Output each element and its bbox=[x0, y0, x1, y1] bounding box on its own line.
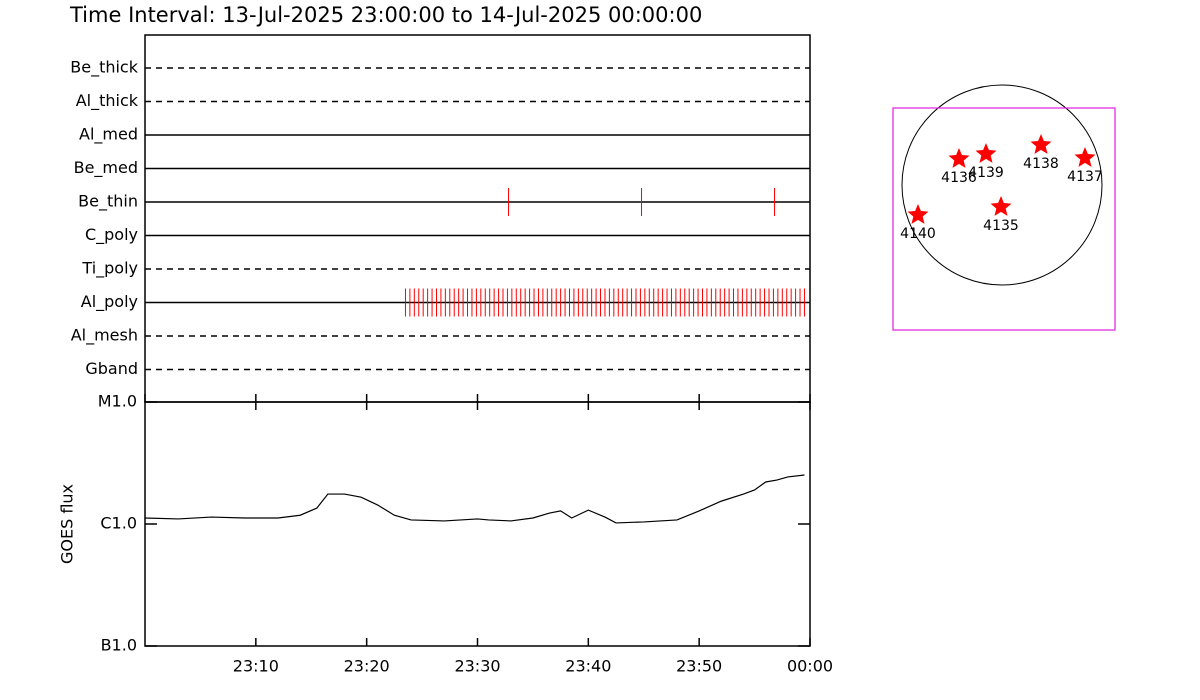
y-tick-label: C1.0 bbox=[100, 514, 137, 533]
x-tick-label: 23:50 bbox=[676, 657, 722, 676]
region-star bbox=[990, 196, 1012, 216]
row-label: Al_thick bbox=[76, 91, 139, 111]
region-label: 4137 bbox=[1067, 169, 1103, 185]
row-label: Al_mesh bbox=[71, 326, 138, 346]
y-tick-label: M1.0 bbox=[98, 392, 137, 411]
region-label: 4136 bbox=[941, 170, 977, 186]
row-label: Ti_poly bbox=[81, 259, 138, 279]
row-label: C_poly bbox=[85, 225, 138, 245]
region-star bbox=[1074, 147, 1096, 167]
row-label: Be_med bbox=[74, 158, 138, 178]
region-star bbox=[948, 148, 970, 168]
goes-curve bbox=[144, 474, 805, 524]
solar-disk bbox=[901, 84, 1103, 286]
x-tick-label: 23:40 bbox=[565, 657, 611, 676]
region-label: 4139 bbox=[968, 165, 1004, 181]
x-tick-label: 23:30 bbox=[454, 657, 500, 676]
x-tick-label: 23:10 bbox=[233, 657, 279, 676]
region-label: 4140 bbox=[900, 226, 936, 242]
row-label: Gband bbox=[85, 359, 138, 378]
region-label: 4135 bbox=[983, 218, 1019, 234]
row-label: Be_thin bbox=[78, 192, 138, 212]
goes-frame bbox=[144, 401, 811, 647]
row-label: Al_poly bbox=[81, 292, 138, 312]
timeline-frame bbox=[144, 34, 811, 403]
row-label: Be_thick bbox=[70, 58, 138, 78]
y-tick-label: B1.0 bbox=[101, 636, 137, 655]
x-tick-label: 23:20 bbox=[344, 657, 390, 676]
x-tick-label: 00:00 bbox=[787, 657, 833, 676]
region-star bbox=[907, 204, 929, 224]
region-star bbox=[1030, 134, 1052, 154]
chart-title: Time Interval: 13-Jul-2025 23:00:00 to 1… bbox=[69, 3, 702, 27]
y-axis-label: GOES flux bbox=[58, 484, 77, 564]
field-of-view bbox=[892, 107, 1116, 331]
region-star bbox=[975, 143, 997, 163]
row-label: Al_med bbox=[79, 125, 138, 145]
region-label: 4138 bbox=[1023, 156, 1059, 172]
